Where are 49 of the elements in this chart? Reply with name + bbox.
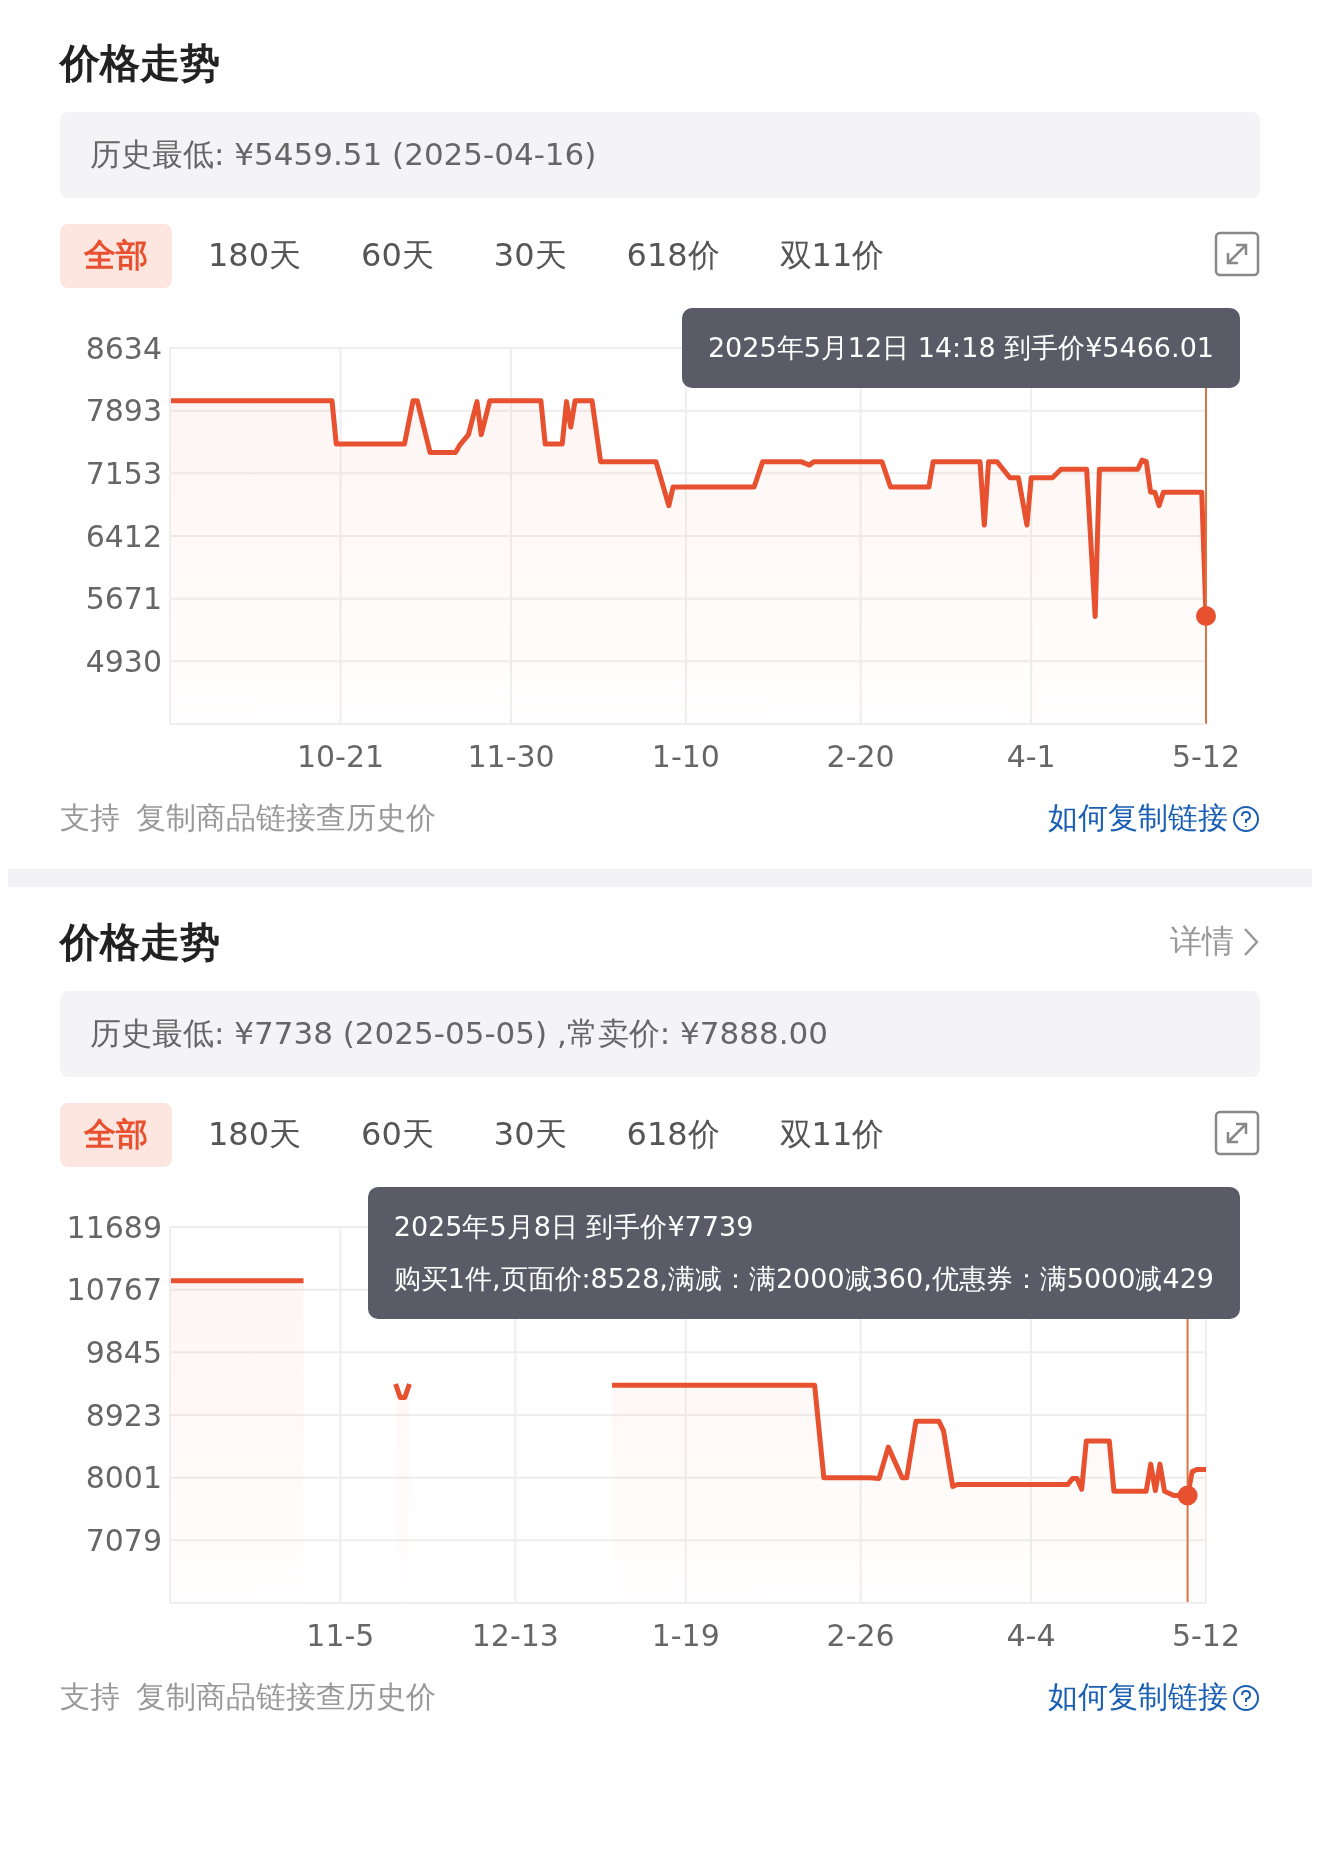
y-tick-label: 4930 [85,643,162,679]
annotation: 2025年5月8日 到手价¥7739 购买1件,页面价:8528,满减：满2000减360,优惠券：满5000减429 [393,1210,1214,1296]
x-tick-label: 2-26 [826,1618,895,1654]
text: 支持 [60,1679,120,1714]
chart-title: 价格走势 [60,917,220,967]
y-tick-label: 11689 [66,1209,162,1245]
text: 详情 [1170,921,1234,962]
x-tick-label: 1-19 [651,1618,720,1654]
chart-subtitle: 历史最低: ¥5459.51 (2025-04-16) [60,112,1260,198]
chart-title: 价格走势 [60,38,220,88]
x-tick-label: 4-1 [1006,739,1056,775]
y-tick-label: 6412 [85,518,162,554]
y-tick-label: 9845 [85,1334,162,1370]
x-tick-label: 11-30 [467,739,555,775]
y-tick-label: 7079 [85,1522,162,1558]
y-tick-label: 7893 [85,393,162,429]
text: 双11价 [778,1114,886,1155]
text: 支持 [60,800,120,835]
x-tick-label: 5-12 [1171,1618,1241,1654]
text: 全部 [60,1103,172,1167]
text: 618价 [625,1114,721,1155]
x-tick-label: 1-10 [651,739,720,775]
text: 618价 [625,235,721,276]
x-tick-label: 2-20 [826,739,895,775]
text: 180天 [207,1114,303,1155]
chart-subtitle: 历史最低: ¥7738 (2025-05-05) ,常卖价: ¥7888.00 [60,991,1260,1077]
y-tick-label: 8923 [85,1397,162,1433]
y-tick-label: 10767 [66,1272,162,1308]
x-tick-label: 4-4 [1006,1618,1056,1654]
text: 60天 [360,235,435,276]
y-tick-label: 8634 [85,330,162,366]
text: 30天 [492,1114,568,1155]
text: 如何复制链接 [1048,1678,1228,1716]
text: 双11价 [778,235,886,276]
y-tick-label: 5671 [85,581,162,617]
y-tick-label: 7153 [85,455,162,491]
text: 60天 [360,1114,435,1155]
text: 复制商品链接查历史价 [136,1679,436,1714]
x-tick-label: 12-13 [471,1618,559,1654]
x-tick-label: 10-21 [296,739,385,775]
text: 如何复制链接 [1048,799,1228,837]
x-tick-label: 11-5 [306,1618,375,1654]
text: 30天 [492,235,568,276]
text: 全部 [60,224,172,288]
text: 复制商品链接查历史价 [136,800,436,835]
y-tick-label: 8001 [85,1460,162,1496]
annotation: 2025年5月12日 14:18 到手价¥5466.01 [707,331,1214,365]
text: 180天 [207,235,303,276]
x-tick-label: 5-12 [1171,739,1241,775]
